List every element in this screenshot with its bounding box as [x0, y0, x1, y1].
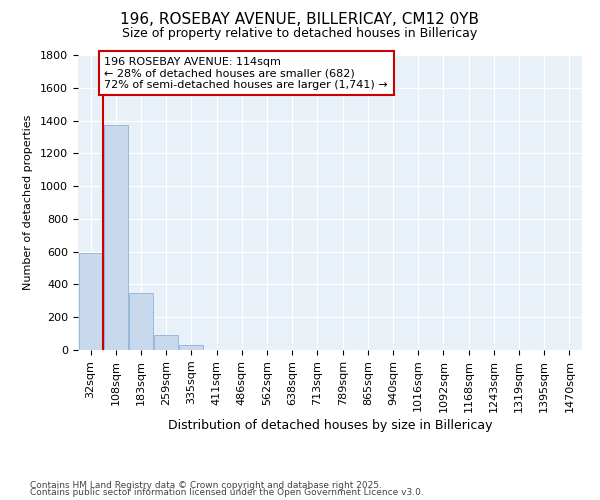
Bar: [154, 336, 178, 350]
Text: 196, ROSEBAY AVENUE, BILLERICAY, CM12 0YB: 196, ROSEBAY AVENUE, BILLERICAY, CM12 0Y…: [121, 12, 479, 28]
Bar: [129, 292, 153, 350]
Text: Contains public sector information licensed under the Open Government Licence v3: Contains public sector information licen…: [30, 488, 424, 497]
Text: Contains HM Land Registry data © Crown copyright and database right 2025.: Contains HM Land Registry data © Crown c…: [30, 480, 382, 490]
Y-axis label: Number of detached properties: Number of detached properties: [23, 115, 33, 290]
Bar: [104, 126, 128, 350]
X-axis label: Distribution of detached houses by size in Billericay: Distribution of detached houses by size …: [168, 418, 492, 432]
Bar: [179, 345, 203, 350]
Text: 196 ROSEBAY AVENUE: 114sqm
← 28% of detached houses are smaller (682)
72% of sem: 196 ROSEBAY AVENUE: 114sqm ← 28% of deta…: [104, 56, 388, 90]
Bar: [79, 254, 103, 350]
Text: Size of property relative to detached houses in Billericay: Size of property relative to detached ho…: [122, 28, 478, 40]
